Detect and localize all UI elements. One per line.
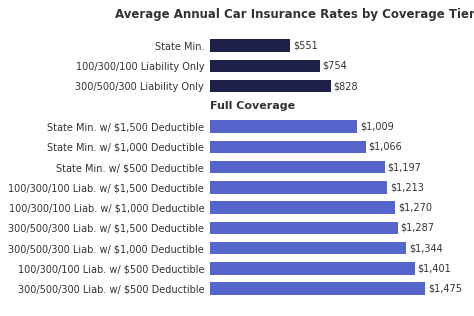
Text: $754: $754 (323, 61, 347, 71)
Bar (210, 141, 365, 153)
Text: $1,287: $1,287 (401, 223, 435, 233)
Bar (210, 282, 426, 295)
Bar (210, 262, 415, 275)
Text: $1,475: $1,475 (428, 284, 462, 294)
Bar (210, 222, 398, 234)
Bar (210, 181, 387, 194)
Bar (210, 80, 331, 93)
Bar (210, 40, 291, 52)
Text: $1,009: $1,009 (360, 122, 394, 132)
Text: $1,213: $1,213 (390, 182, 424, 192)
Bar (210, 201, 395, 214)
Title: Average Annual Car Insurance Rates by Coverage Tier in California: Average Annual Car Insurance Rates by Co… (115, 8, 474, 21)
Text: $1,197: $1,197 (387, 162, 421, 172)
Bar (210, 242, 406, 254)
Text: $1,270: $1,270 (398, 203, 432, 213)
Text: $828: $828 (334, 81, 358, 91)
Text: $1,401: $1,401 (417, 263, 451, 273)
Bar (210, 120, 357, 133)
Text: $1,066: $1,066 (368, 142, 402, 152)
Text: $1,344: $1,344 (409, 243, 443, 253)
Bar (210, 60, 320, 72)
Text: Full Coverage: Full Coverage (210, 101, 295, 112)
Text: $551: $551 (293, 41, 318, 51)
Bar (210, 161, 385, 173)
